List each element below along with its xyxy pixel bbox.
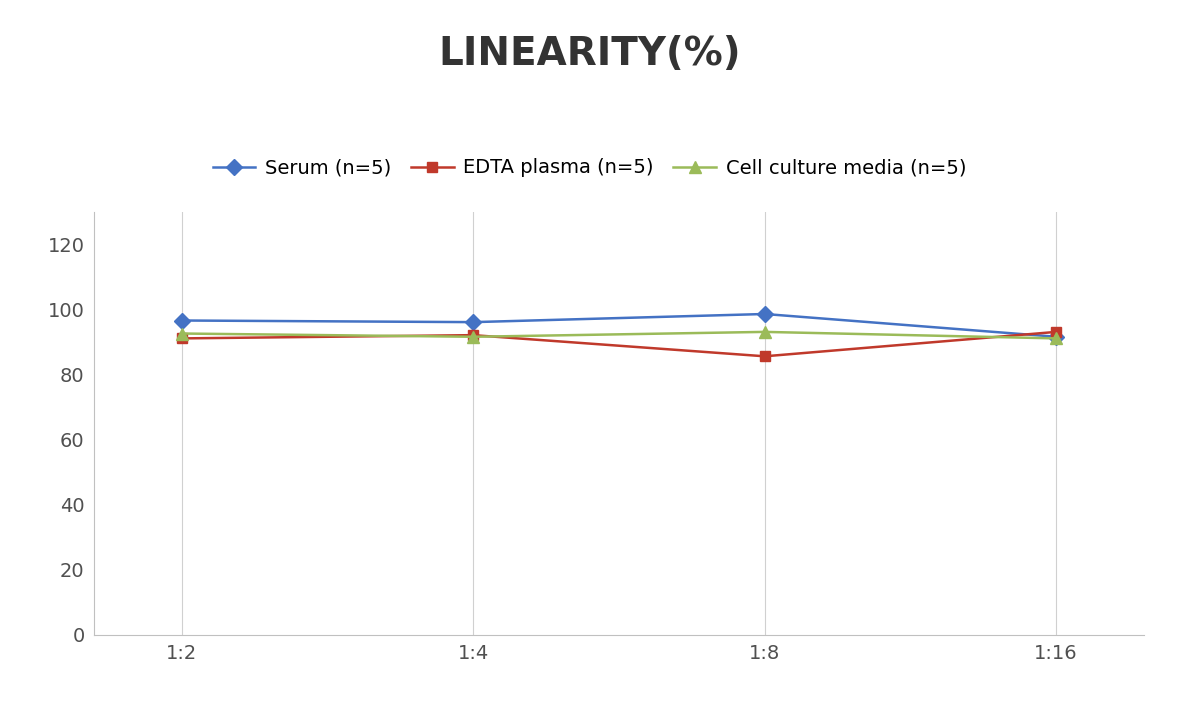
Serum (n=5): [174, 317, 189, 325]
Serum (n=5): [1049, 333, 1063, 341]
Serum (n=5): [758, 309, 772, 318]
Line: Serum (n=5): Serum (n=5): [176, 309, 1062, 343]
Line: EDTA plasma (n=5): EDTA plasma (n=5): [177, 327, 1061, 361]
Cell culture media (n=5): [758, 328, 772, 336]
Cell culture media (n=5): [466, 333, 480, 341]
Line: Cell culture media (n=5): Cell culture media (n=5): [176, 326, 1062, 344]
EDTA plasma (n=5): [1049, 328, 1063, 336]
Cell culture media (n=5): [1049, 334, 1063, 343]
EDTA plasma (n=5): [758, 352, 772, 360]
Legend: Serum (n=5), EDTA plasma (n=5), Cell culture media (n=5): Serum (n=5), EDTA plasma (n=5), Cell cul…: [205, 151, 974, 185]
EDTA plasma (n=5): [466, 331, 480, 339]
Serum (n=5): [466, 318, 480, 326]
Text: LINEARITY(%): LINEARITY(%): [439, 35, 740, 73]
EDTA plasma (n=5): [174, 334, 189, 343]
Cell culture media (n=5): [174, 329, 189, 338]
